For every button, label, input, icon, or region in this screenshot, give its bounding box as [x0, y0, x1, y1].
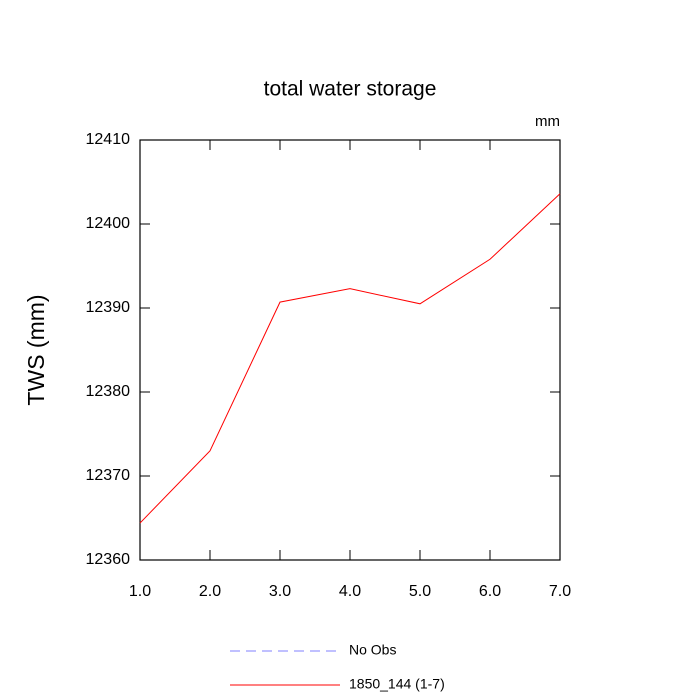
x-tick-label: 3.0 [269, 583, 291, 600]
x-tick-label: 5.0 [409, 583, 431, 600]
x-tick-label: 4.0 [339, 583, 361, 600]
y-tick-label: 12380 [86, 383, 131, 400]
y-axis-label: TWS (mm) [23, 294, 49, 405]
x-tick-label: 2.0 [199, 583, 221, 600]
y-tick-label: 12400 [86, 215, 131, 232]
series-line [139, 193, 561, 524]
y-tick-label: 12370 [86, 467, 131, 484]
chart-title: total water storage [264, 78, 437, 101]
y-tick-label: 12390 [86, 299, 131, 316]
legend-label: 1850_144 (1-7) [349, 676, 445, 692]
x-tick-label: 1.0 [129, 583, 151, 600]
plot-frame [139, 139, 561, 561]
x-tick-label: 7.0 [549, 583, 571, 600]
y-tick-label: 12410 [86, 131, 131, 148]
x-tick-label: 6.0 [479, 583, 501, 600]
units-label: mm [535, 113, 560, 130]
legend-label: No Obs [349, 642, 396, 658]
y-tick-label: 12360 [86, 551, 131, 568]
